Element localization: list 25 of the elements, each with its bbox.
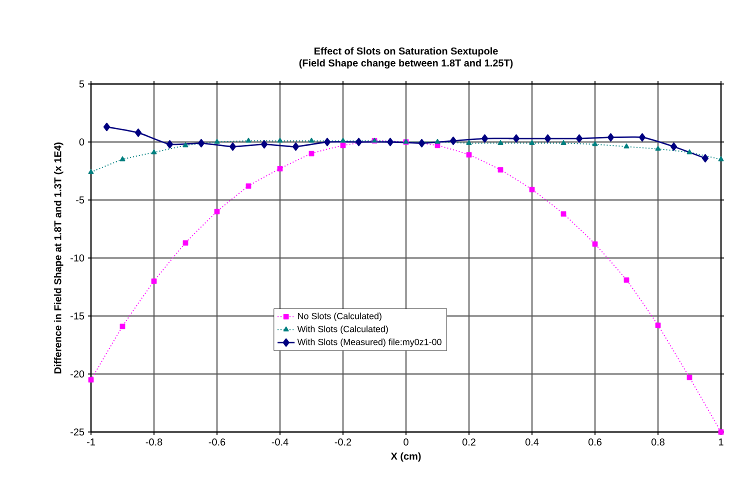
y-tick-label: -10	[70, 254, 84, 262]
legend-label: With Slots (Measured) file:my0z1-00	[297, 338, 442, 347]
x-tick-label: -1	[87, 438, 95, 446]
x-axis-title: X (cm)	[390, 452, 421, 462]
x-tick-label: 0.4	[525, 438, 539, 446]
x-tick-label: 0.2	[462, 438, 476, 446]
legend-label: With Slots (Calculated)	[297, 326, 388, 334]
y-tick-label: -15	[70, 312, 84, 320]
x-tick-label: -0.6	[208, 438, 226, 446]
x-tick-label: -0.4	[272, 438, 288, 446]
y-tick-label: 5	[79, 80, 84, 88]
x-tick-label: -0.2	[334, 438, 352, 446]
y-tick-label: -20	[70, 370, 84, 378]
y-tick-label: 0	[79, 138, 84, 146]
x-tick-label: 1	[719, 438, 724, 446]
x-tick-label: 0	[404, 438, 408, 446]
y-axis-title: Difference in Field Shape at 1.8T and 1.3T (x 1E4)	[54, 142, 64, 374]
y-tick-label: -5	[76, 196, 84, 204]
y-tick-label: -25	[70, 428, 84, 436]
chart-subtitle: (Field Shape change between 1.8T and 1.25T)	[299, 59, 513, 69]
x-tick-label: 0.8	[651, 438, 664, 446]
legend-label: No Slots (Calculated)	[298, 312, 382, 321]
chart-title: Effect of Slots on Saturation Sextupole	[314, 47, 498, 57]
x-tick-label: 0.6	[588, 438, 602, 446]
x-tick-label: -0.8	[146, 438, 162, 446]
